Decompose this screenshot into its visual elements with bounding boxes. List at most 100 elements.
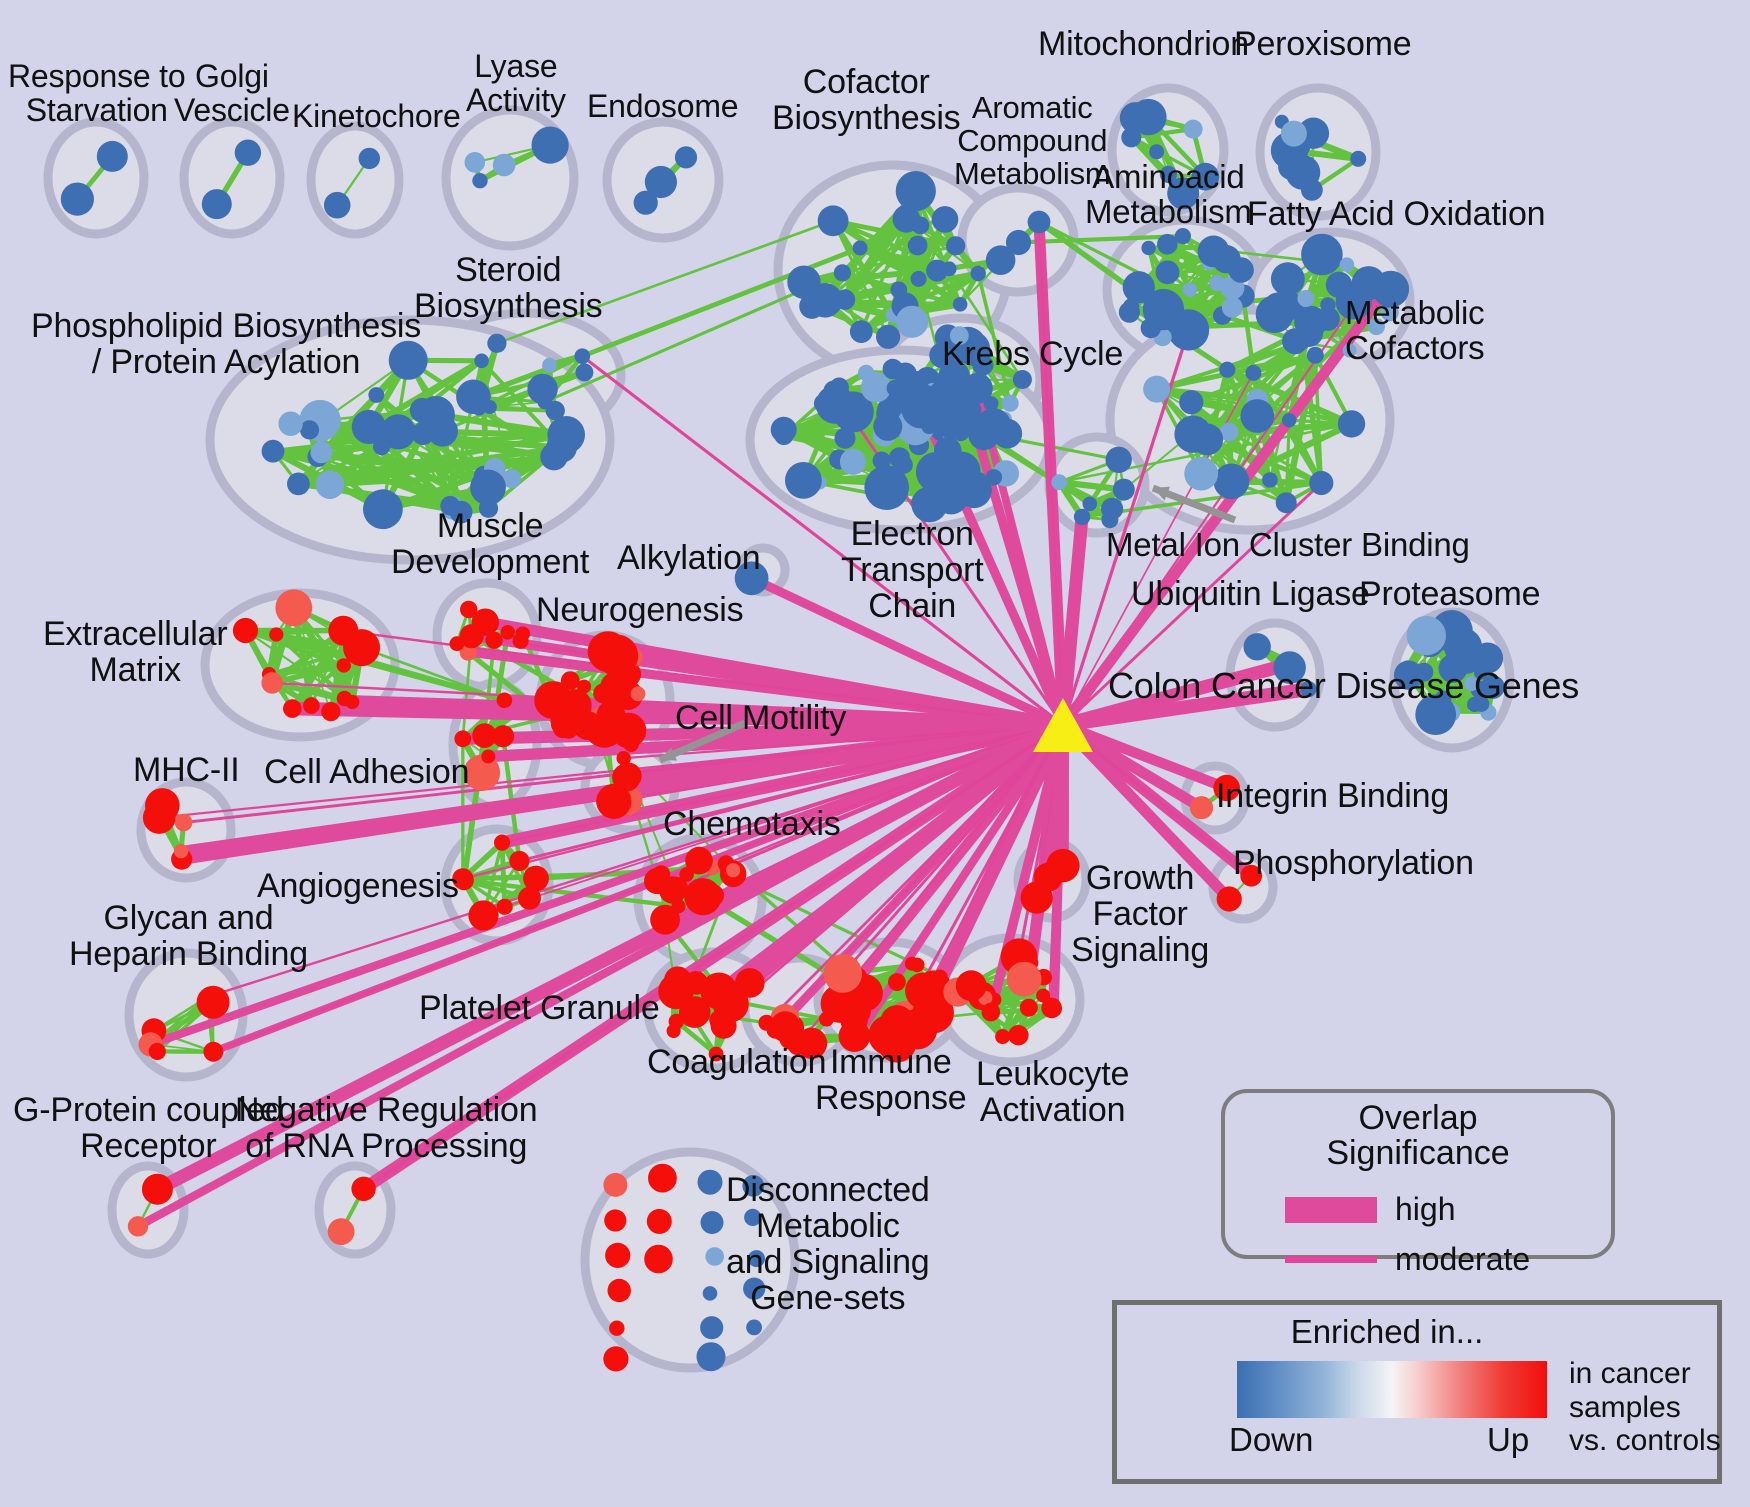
gene-set-node (1245, 364, 1262, 381)
gene-set-node (888, 973, 906, 991)
edge (859, 277, 921, 334)
gene-set-node (876, 324, 901, 349)
gene-set-node (201, 189, 232, 220)
gene-set-node (560, 671, 580, 690)
gene-set-node (1167, 177, 1200, 210)
gene-set-node (1046, 848, 1080, 883)
gene-set-node (1472, 642, 1504, 674)
overlap-moderate-label: moderate (1395, 1241, 1531, 1277)
gene-set-node (785, 462, 822, 499)
gene-set-node (1213, 774, 1240, 802)
overlap-high-swatch (1285, 1197, 1377, 1223)
gene-set-node (454, 730, 472, 748)
gene-set-node (696, 1342, 726, 1372)
gene-set-node (1181, 315, 1201, 335)
hub-node-colon-cancer-disease-genes (1033, 698, 1093, 752)
inter-cluster-edge (1037, 220, 1225, 318)
gene-set-node (700, 972, 738, 1010)
gene-set-node (603, 1172, 628, 1197)
gene-set-node (1191, 162, 1220, 191)
edge (1268, 341, 1304, 482)
colorbar-side-line2: samples (1569, 1390, 1681, 1424)
edge (1129, 135, 1207, 179)
gene-set-node (148, 1042, 166, 1060)
gene-set-node (492, 725, 515, 748)
gene-set-node (817, 205, 849, 237)
gene-set-node (1367, 318, 1385, 336)
overlap-high-label: high (1395, 1191, 1456, 1227)
gene-set-node (1219, 422, 1239, 442)
gene-set-node (955, 970, 987, 1002)
gene-set-node (1143, 375, 1171, 403)
gene-set-node (327, 1218, 355, 1245)
gene-set-node (770, 416, 797, 443)
gene-set-node (1414, 662, 1434, 682)
gene-set-node (970, 265, 986, 282)
gene-set-node (833, 264, 852, 282)
gene-set-node (952, 297, 968, 312)
gene-set-node (1174, 228, 1191, 245)
inter-cluster-edge (476, 405, 557, 460)
gene-set-node (927, 377, 970, 419)
gene-set-node (596, 700, 626, 730)
gene-set-node (1008, 1025, 1029, 1046)
gene-set-node (1342, 343, 1357, 358)
gene-set-node (1184, 456, 1219, 491)
gene-set-node (616, 751, 631, 766)
gene-set-node (678, 996, 711, 1028)
gene-set-node (1073, 508, 1091, 526)
gene-set-node (1406, 615, 1447, 656)
gene-set-node (981, 1002, 1001, 1022)
gene-set-node (351, 1176, 376, 1202)
gene-set-node (1112, 478, 1135, 501)
hub-edge-glycan-heparin-binding (207, 723, 1064, 998)
gene-set-node (1027, 210, 1051, 234)
gene-set-node (456, 379, 491, 415)
colorbar-high-label: Up (1487, 1421, 1530, 1458)
hub-edge-negative-regulation-rna-processing (362, 723, 1064, 1191)
hub-edge-metabolic-cofactors (1062, 481, 1323, 727)
gene-set-node (946, 236, 966, 256)
gene-set-node (726, 863, 741, 878)
gene-set-node (299, 420, 320, 440)
hub-edge-alkylation (749, 574, 1065, 730)
hub-edge-platelet-granule (745, 719, 1068, 989)
gene-set-node (1019, 998, 1038, 1017)
gene-set-node (609, 1320, 625, 1336)
annotation-arrows (658, 484, 1237, 764)
hub-edge-cell-adhesion (504, 694, 1064, 732)
gene-set-node (886, 379, 904, 397)
gene-set-node (411, 422, 435, 446)
gene-set-node (742, 1174, 765, 1197)
gene-set-node (1438, 654, 1468, 683)
gene-set-node (275, 589, 313, 627)
gene-set-node (877, 1023, 917, 1063)
gene-set-node (232, 617, 259, 644)
gene-set-node (142, 801, 176, 834)
gene-set-node (1179, 390, 1204, 415)
gene-set-node (1240, 864, 1263, 887)
gene-set-node (769, 1011, 801, 1043)
gene-set-node (1149, 144, 1165, 160)
hub-edge-angiogenesis (501, 723, 1064, 844)
gene-set-node (872, 451, 891, 470)
gene-set-node (509, 850, 530, 872)
gene-set-node (1142, 288, 1185, 331)
gene-set-node (472, 173, 488, 189)
inter-cluster-edge (579, 245, 863, 359)
gene-set-node (873, 411, 903, 441)
cell-motility-arrow-head (660, 747, 677, 761)
gene-set-node (912, 992, 954, 1034)
gene-set-node (409, 397, 435, 423)
gene-set-node (1380, 303, 1399, 322)
gene-set-node (1191, 423, 1224, 456)
gene-set-node (911, 216, 930, 235)
gene-set-node (1082, 496, 1098, 512)
gene-set-node (1282, 413, 1297, 428)
gene-set-node (1480, 675, 1505, 699)
gene-set-node (261, 439, 285, 463)
gene-set-node (1295, 335, 1310, 350)
gene-set-node (685, 846, 713, 875)
gene-set-node (926, 259, 949, 282)
gene-set-node (303, 697, 320, 714)
